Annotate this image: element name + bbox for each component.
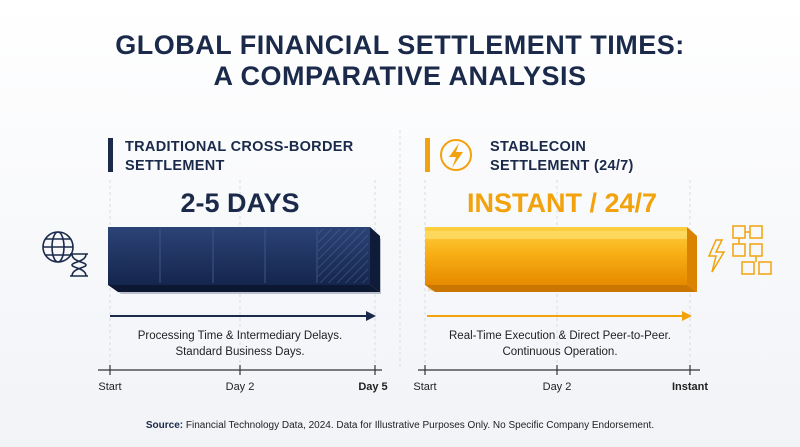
blocks-icon [707, 225, 772, 275]
note: Processing Time & Intermediary Delays. [138, 330, 343, 342]
source-label: Source: [146, 420, 183, 431]
panel-heading: SETTLEMENT [125, 158, 225, 174]
arrow [110, 311, 376, 321]
lightning-icon [425, 138, 472, 172]
title: GLOBAL FINANCIAL SETTLEMENT TIMES: [115, 30, 685, 60]
headline: 2-5 DAYS [180, 188, 299, 218]
axis [418, 365, 700, 375]
axis-label: Day 2 [226, 381, 255, 393]
note: Continuous Operation. [502, 346, 617, 358]
axis-label: Day 5 [358, 381, 387, 393]
gold-bar [425, 227, 697, 292]
panel-heading: SETTLEMENT (24/7) [490, 158, 634, 174]
arrow [427, 311, 692, 321]
axis-label: Instant [672, 381, 708, 393]
note: Real-Time Execution & Direct Peer-to-Pee… [449, 330, 671, 342]
axis-label: Start [98, 381, 121, 393]
headline: INSTANT / 24/7 [467, 188, 657, 218]
panel-heading: STABLECOIN [490, 139, 586, 155]
axis-label: Start [413, 381, 436, 393]
source: Source: Financial Technology Data, 2024.… [146, 420, 654, 431]
panel-heading: TRADITIONAL CROSS-BORDER [125, 139, 354, 155]
axis [98, 365, 382, 375]
globe-icon [42, 231, 88, 277]
note: Standard Business Days. [175, 346, 304, 358]
guides [109, 130, 691, 370]
accent-bar [108, 138, 113, 172]
source-text: Financial Technology Data, 2024. Data fo… [183, 420, 654, 431]
navy-bar [108, 227, 381, 294]
title: A COMPARATIVE ANALYSIS [213, 61, 586, 91]
axis-label: Day 2 [543, 381, 572, 393]
